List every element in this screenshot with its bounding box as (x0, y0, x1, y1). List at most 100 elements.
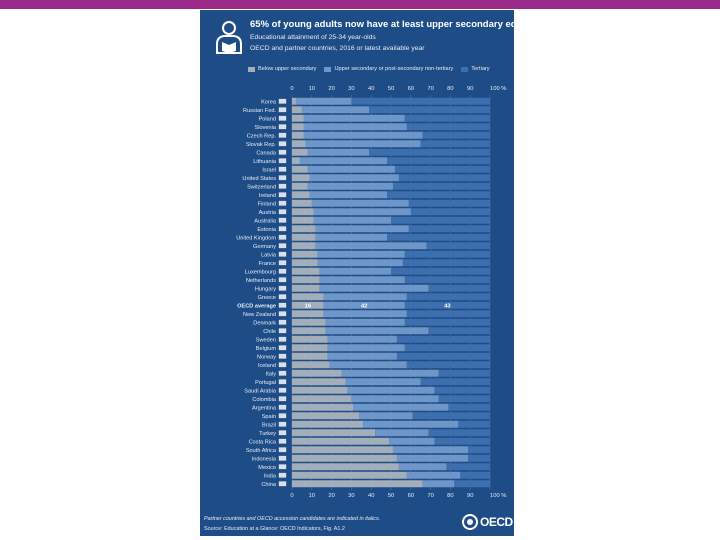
category-label: OECD average (237, 303, 276, 309)
bar-segment-tertiary (394, 165, 490, 173)
x-tick-label-top: 80 (447, 86, 453, 92)
category-label: Austria (259, 210, 277, 216)
bar-segment-below (292, 480, 423, 488)
bar-segment-tertiary (408, 199, 490, 207)
country-flag-icon (278, 438, 287, 444)
bar-segment-tertiary (406, 361, 490, 369)
x-tick-label-bottom: 10 (309, 493, 315, 499)
x-tick-label-top: 40 (368, 86, 374, 92)
bar-segment-tertiary (426, 242, 490, 250)
bar-segment-tertiary (458, 420, 490, 428)
category-label: Slovak Rep. (246, 142, 277, 148)
category-label: Korea (261, 99, 277, 105)
bar-segment-below (292, 242, 316, 250)
x-tick-label-top: 30 (348, 86, 354, 92)
bar-segment-tertiary (438, 395, 490, 403)
x-tick-label-top: 50 (388, 86, 394, 92)
x-tick-label-top: 20 (328, 86, 334, 92)
bar-segment-tertiary (438, 369, 490, 377)
data-label: 42 (361, 303, 367, 309)
country-flag-icon (278, 319, 287, 325)
bar-segment-upper (327, 344, 405, 352)
bar-segment-tertiary (404, 250, 490, 258)
bar-segment-tertiary (410, 208, 490, 216)
country-flag-icon (278, 481, 287, 487)
category-label: South Africa (246, 448, 277, 454)
country-flag-icon (278, 294, 287, 300)
bar-segment-upper (317, 250, 405, 258)
bar-segment-tertiary (420, 378, 490, 386)
category-label: Switzerland (247, 184, 276, 190)
bar-segment-upper (299, 157, 388, 165)
bar-segment-upper (317, 259, 403, 267)
bar-segment-tertiary (434, 437, 490, 445)
bar-segment-upper (375, 429, 429, 437)
bar-segment-below (292, 97, 296, 105)
bar-segment-tertiary (351, 97, 490, 105)
bar-segment-tertiary (391, 267, 490, 275)
country-flag-icon (278, 387, 287, 393)
country-flag-icon (278, 149, 287, 155)
bar-segment-upper (307, 148, 370, 156)
category-label: China (261, 482, 277, 488)
country-flag-icon (278, 413, 287, 419)
x-tick-label-bottom: 20 (328, 493, 334, 499)
country-flag-icon (278, 277, 287, 283)
bar-segment-below (292, 250, 318, 258)
bar-segment-tertiary (420, 140, 490, 148)
bar-segment-upper (307, 165, 395, 173)
country-flag-icon (278, 455, 287, 461)
bar-segment-upper (309, 191, 388, 199)
x-tick-label-top: 0 (290, 86, 293, 92)
country-flag-icon (278, 209, 287, 215)
oecd-emblem-icon (462, 514, 478, 530)
bar-segment-upper (325, 318, 405, 326)
bar-segment-tertiary (448, 403, 490, 411)
x-tick-label-bottom: 100 % (490, 493, 506, 499)
oecd-logo-text: OECD (480, 515, 513, 529)
country-flag-icon (278, 260, 287, 266)
category-label: Norway (257, 354, 276, 360)
bar-segment-tertiary (428, 284, 490, 292)
x-tick-label-bottom: 50 (388, 493, 394, 499)
bar-segment-below (292, 403, 354, 411)
country-flag-icon (278, 285, 287, 291)
x-tick-label-top: 10 (309, 86, 315, 92)
bar-segment-upper (406, 471, 461, 479)
bar-segment-below (292, 420, 364, 428)
country-flag-icon (278, 268, 287, 274)
bar-segment-upper (422, 480, 455, 488)
bar-segment-below (292, 123, 304, 131)
bar-segment-below (292, 318, 326, 326)
country-flag-icon (278, 336, 287, 342)
chart-title: 65% of young adults now have at least up… (250, 19, 551, 30)
bar-segment-tertiary (391, 216, 490, 224)
bar-segment-below (292, 106, 302, 114)
category-label: Colombia (252, 397, 277, 403)
category-label: Chile (263, 329, 276, 335)
bar-segment-tertiary (454, 480, 490, 488)
bar-segment-below (292, 140, 306, 148)
bar-segment-tertiary (396, 335, 490, 343)
bar-segment-below (292, 395, 352, 403)
bar-segment-upper (363, 420, 459, 428)
x-tick-label-bottom: 60 (408, 493, 414, 499)
bar-segment-upper (351, 395, 439, 403)
oecd-logo: OECD (462, 514, 513, 530)
bar-segment-upper (323, 293, 407, 301)
bar-segment-below (292, 114, 304, 122)
top-accent-bar (0, 0, 720, 9)
country-flag-icon (278, 158, 287, 164)
country-flag-icon (278, 447, 287, 453)
bar-segment-below (292, 463, 399, 471)
bar-segment-tertiary (396, 352, 490, 360)
bar-segment-below (292, 293, 324, 301)
bar-segment-tertiary (406, 293, 490, 301)
country-flag-icon (278, 421, 287, 427)
x-tick-label-bottom: 80 (447, 493, 453, 499)
category-label: Portugal (255, 380, 276, 386)
bar-segment-upper (295, 97, 352, 105)
chart-legend: Below upper secondary Upper secondary or… (248, 66, 490, 72)
bar-segment-below (292, 267, 320, 275)
